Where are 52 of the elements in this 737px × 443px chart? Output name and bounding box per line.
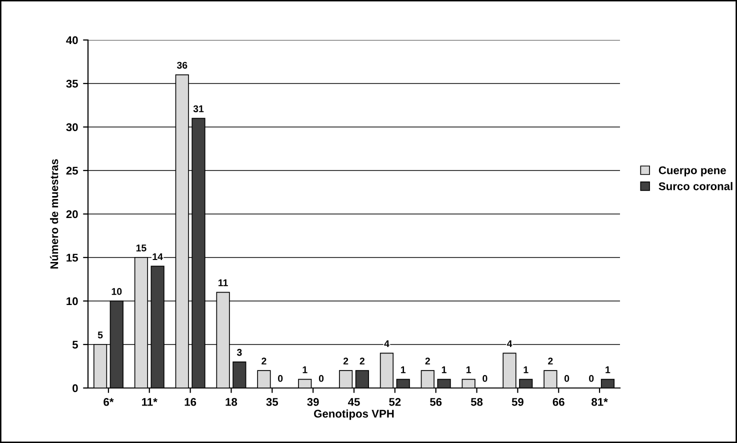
legend-label: Surco coronal	[658, 182, 732, 190]
data-label: 2	[343, 358, 348, 364]
data-label: 2	[425, 358, 430, 364]
y-tick-label: 15	[66, 254, 78, 262]
x-tick-label: 16	[184, 398, 196, 406]
x-tick-label: 6*	[104, 398, 114, 406]
y-tick-label: 20	[66, 210, 78, 218]
x-tick-label: 52	[389, 398, 401, 406]
data-label: 0	[564, 375, 570, 382]
x-tick-label: 58	[470, 398, 483, 406]
y-tick-label: 35	[66, 80, 78, 88]
x-tick-label: 18	[226, 398, 238, 406]
x-tick-label: 66	[552, 398, 564, 406]
data-label: 31	[193, 105, 204, 112]
data-label: 4	[506, 340, 512, 348]
y-tick-label: 0	[72, 384, 78, 392]
x-tick-label: 39	[307, 398, 319, 406]
data-label: 3	[236, 348, 242, 356]
data-label: 0	[589, 375, 594, 382]
x-axis-title: Genotipos VPH	[314, 409, 394, 420]
y-axis-title: Número de muestras	[50, 159, 58, 269]
y-tick-label: 40	[66, 36, 78, 44]
y-tick-label: 25	[66, 166, 78, 175]
data-label: 2	[548, 358, 553, 364]
data-label: 1	[466, 366, 472, 374]
x-tick-label: 35	[266, 398, 278, 406]
data-label: 14	[152, 253, 163, 260]
data-label: 11	[218, 279, 228, 286]
y-tick-label: 30	[66, 123, 78, 132]
x-tick-label: 59	[512, 398, 524, 406]
data-label: 10	[112, 288, 122, 295]
x-tick-label: 45	[348, 398, 360, 406]
data-label: 1	[524, 366, 528, 374]
y-tick-label: 5	[72, 340, 78, 349]
data-label: 1	[302, 366, 308, 374]
data-label: 1	[606, 366, 610, 374]
data-label: 0	[482, 375, 488, 382]
data-label: 0	[278, 375, 283, 382]
x-tick-label: 56	[430, 398, 442, 406]
x-tick-label: 81*	[592, 398, 608, 406]
x-tick-label: 11*	[142, 398, 158, 406]
data-label: 2	[360, 358, 364, 364]
data-label: 36	[176, 62, 188, 69]
data-label: 15	[136, 244, 146, 252]
data-label: 1	[442, 366, 446, 374]
data-label: 0	[318, 375, 324, 382]
legend-label: Cuerpo pene	[658, 166, 726, 176]
data-label: 2	[262, 358, 266, 364]
data-label: 4	[384, 340, 390, 348]
y-tick-label: 10	[66, 297, 78, 306]
data-label: 5	[98, 332, 103, 338]
data-label: 1	[401, 366, 406, 374]
